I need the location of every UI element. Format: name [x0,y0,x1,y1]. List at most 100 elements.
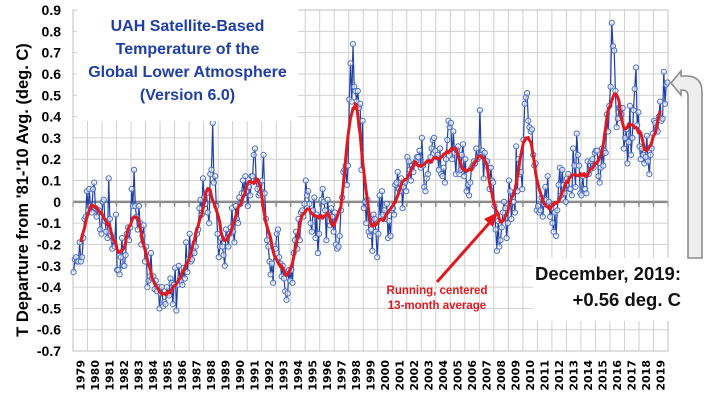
x-tick-label: 1998 [350,360,363,391]
running-average-series [79,92,662,297]
monthly-data-point [611,47,618,54]
monthly-data-point [359,117,366,124]
y-tick-label: 0.4 [42,109,62,125]
monthly-data-point [644,158,652,165]
monthly-data-point [567,185,574,193]
monthly-data-point [589,156,596,163]
monthly-data-point [260,151,267,158]
x-tick-label: 2015 [597,360,610,391]
x-tick-label: 1980 [89,360,102,391]
monthly-data-point [573,130,580,137]
monthly-data-point [212,173,219,180]
x-tick-label: 2006 [466,360,479,391]
monthly-data-point [118,234,126,242]
x-tick-label: 1987 [190,360,203,391]
monthly-data-point [357,100,364,107]
monthly-data-point [393,179,400,186]
monthly-data-point [496,243,503,250]
monthly-data-point [147,249,155,257]
title-line: Global Lower Atmosphere [88,64,287,81]
monthly-data-point [466,192,473,199]
monthly-data-point [215,254,222,261]
monthly-data-point [280,275,288,282]
monthly-data-point [259,177,266,184]
monthly-data-point [335,243,342,250]
monthly-data-point [199,175,207,182]
monthly-data-point [528,126,536,133]
monthly-data-point [219,243,226,250]
monthly-data-point [349,41,357,48]
monthly-data-point [311,194,318,201]
running-average-pointer-arrowhead [484,212,498,227]
monthly-data-point [511,209,519,216]
x-tick-label: 1988 [205,360,218,391]
monthly-data-point [235,220,242,227]
y-tick-label: 0.3 [42,130,62,146]
monthly-data-point [539,213,546,220]
monthly-data-point [162,301,169,308]
running-average-pointer-arrow-line [435,219,494,283]
monthly-data-point [505,177,513,184]
monthly-data-point [270,279,277,286]
monthly-data-point [307,220,314,227]
monthly-data-point [657,98,664,105]
monthly-data-point [106,215,114,222]
x-tick-label: 2008 [495,360,508,391]
monthly-data-point [576,162,583,169]
monthly-data-point [163,284,170,291]
monthly-data-point [646,171,653,178]
monthly-data-point [116,271,123,278]
y-tick-label: 0.1 [42,173,62,189]
monthly-data-point [135,203,142,210]
y-tick-label: -0.4 [37,279,61,295]
monthly-data-point [289,279,296,286]
title-line: UAH Satellite-Based [110,18,265,35]
monthly-data-point [660,68,667,75]
monthly-data-point [572,183,579,190]
monthly-data-point [181,275,188,282]
monthly-data-point [250,151,257,158]
monthly-data-point [498,224,505,231]
monthly-data-point [184,269,191,276]
monthly-data-point [140,222,147,229]
x-tick-label: 1982 [118,360,131,391]
monthly-data-point [661,100,669,107]
monthly-data-point [399,205,406,212]
annotation-arrows [435,68,703,283]
monthly-data-point [105,175,112,182]
x-tick-label: 1983 [132,360,145,391]
monthly-data-point [302,177,309,184]
monthly-data-point [664,79,671,86]
annotation-line: 13-month average [387,300,487,312]
y-tick-label: 0 [53,194,61,210]
latest-value-annotation: December, 2019: +0.56 deg. C [533,258,681,321]
monthly-data-point [312,234,319,242]
monthly-data-point [274,226,282,233]
monthly-data-point [220,252,227,259]
monthly-data-point [268,260,275,267]
monthly-data-point [549,220,556,227]
monthly-data-point [316,230,323,237]
monthly-data-point [443,156,450,163]
monthly-data-point [583,190,590,197]
monthly-data-point [608,19,615,26]
x-tick-label: 2017 [626,360,639,391]
x-tick-label: 1991 [248,360,261,391]
title-line: Temperature of the [115,41,260,58]
y-tick-label: 0.7 [42,45,62,61]
monthly-data-point [221,262,228,269]
monthly-data-point [415,154,422,161]
monthly-data-point [562,198,569,205]
x-tick-label: 2011 [539,360,552,391]
monthly-data-point [622,134,629,141]
monthly-data-point [360,205,367,212]
monthly-data-point [319,185,326,193]
monthly-data-point [244,203,251,210]
monthly-data-point [186,230,193,237]
y-tick-label: -0.6 [37,322,61,338]
x-tick-label: 1986 [176,360,189,391]
x-tick-label: 2019 [655,360,668,391]
running-average-line [79,92,662,297]
monthly-data-point [394,168,401,176]
monthly-data-point [480,175,487,182]
